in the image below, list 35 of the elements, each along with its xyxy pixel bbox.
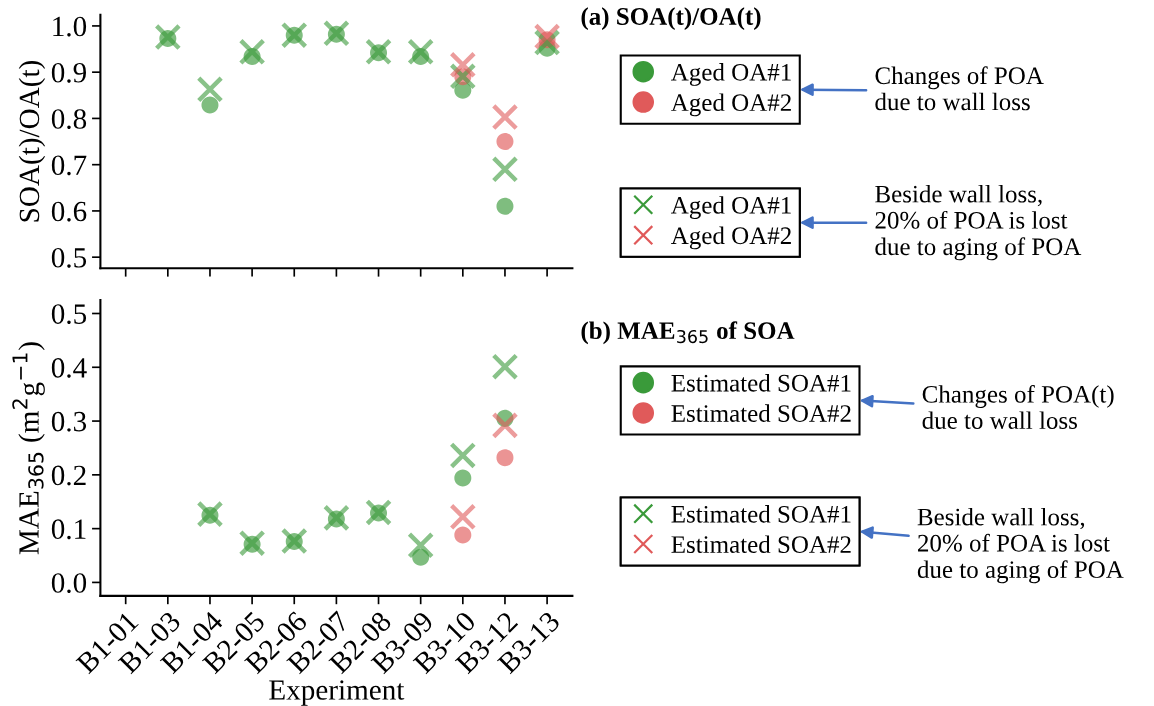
text: Changes of POA due to wall loss	[875, 66, 1044, 111]
legend-label: Estimated SOA#2	[671, 535, 851, 553]
y-tick-label: 0.5	[51, 247, 87, 268]
y-axis-title: SOA(t)/OA(t)	[18, 61, 46, 222]
legend-label: Aged OA#1	[671, 196, 791, 219]
y-tick-label: 0.0	[51, 573, 87, 593]
point	[201, 96, 219, 114]
x-axis-title: Experiment	[269, 680, 405, 706]
point	[496, 133, 514, 151]
y-tick-label: 0.1	[51, 519, 86, 540]
point	[454, 469, 472, 487]
legend-label: Aged OA#1	[671, 63, 791, 86]
legend-label: Aged OA#2	[671, 93, 791, 117]
text: (a) SOA(t)/OA(t)	[581, 7, 761, 30]
y-axis-title: MAE$_{365}$ (m$^{2}$g$^{−1}$)	[12, 342, 45, 555]
legend-label: Aged OA#2	[671, 226, 791, 250]
y-tick-label: 0.8	[51, 109, 87, 129]
text: (b) MAE$_{365}$ of SOA	[581, 321, 795, 345]
text: Changes of POA(t) due to wall loss	[922, 384, 1114, 429]
y-tick-label: 0.9	[51, 62, 87, 83]
text: Beside wall loss, 20% of POA is lost due to aging of POA	[917, 507, 1124, 584]
point	[496, 197, 514, 215]
legend-label: Estimated SOA#1	[671, 374, 851, 392]
y-tick-label: 0.2	[51, 465, 86, 486]
legend-label: Estimated SOA#1	[671, 505, 851, 523]
y-tick-label: 0.5	[51, 304, 87, 325]
y-tick-label: 0.3	[51, 411, 87, 432]
legend-label: Estimated SOA#2	[671, 404, 851, 422]
y-tick-label: 0.7	[51, 155, 87, 176]
point	[496, 449, 514, 467]
y-tick-label: 1.0	[53, 16, 87, 37]
point	[454, 526, 472, 544]
text: Beside wall loss, 20% of POA is lost due to aging of POA	[875, 184, 1082, 261]
y-tick-label: 0.4	[51, 358, 87, 378]
y-tick-label: 0.6	[51, 201, 87, 222]
